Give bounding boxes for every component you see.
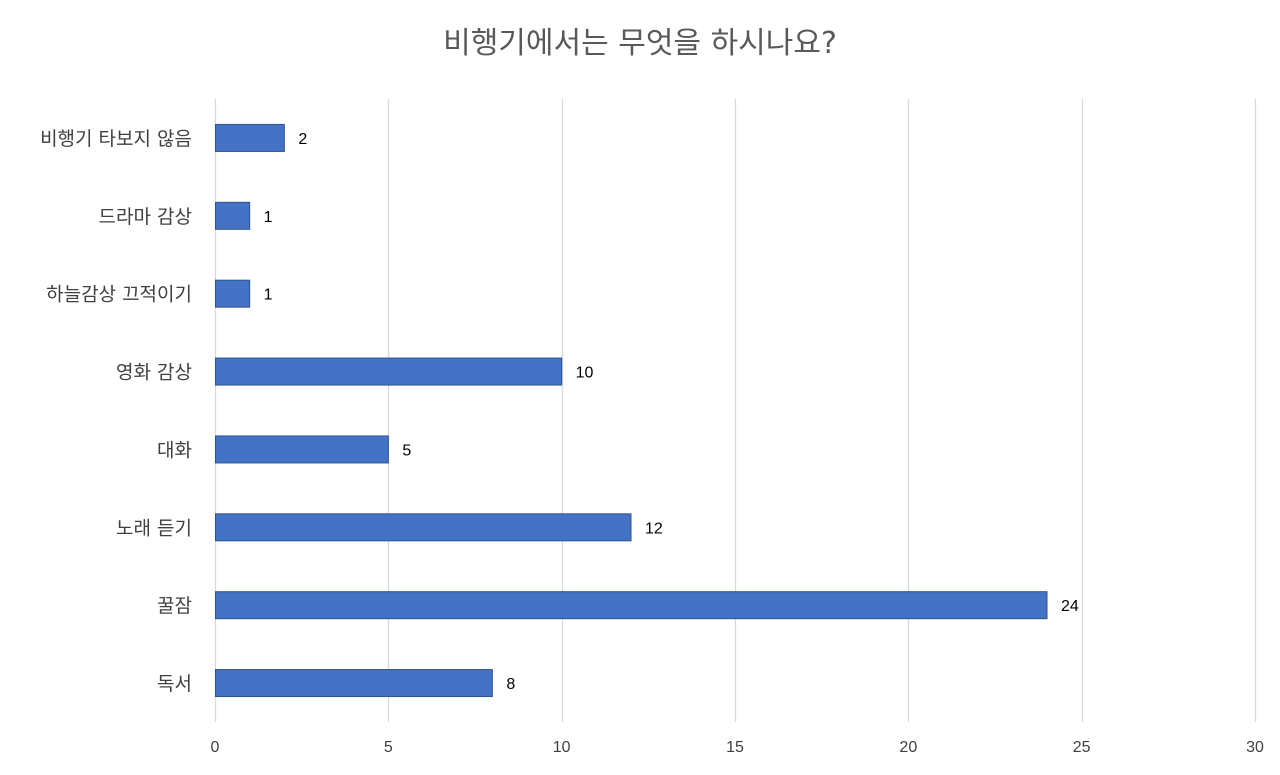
- data-label: 1: [264, 209, 273, 226]
- bar: [215, 591, 1048, 620]
- bar: [215, 357, 563, 386]
- gridlines: [214, 99, 1257, 722]
- chart-title: 비행기에서는 무엇을 하시나요?: [443, 26, 837, 61]
- bars: [215, 123, 1048, 698]
- bar: [215, 669, 493, 698]
- x-tick-label: 10: [553, 739, 571, 756]
- x-tick-label: 0: [211, 739, 220, 756]
- x-tick-label: 5: [384, 739, 393, 756]
- category-label: 노래 듣기: [116, 517, 192, 539]
- data-label: 2: [298, 131, 307, 148]
- category-label: 하늘감상 끄적이기: [46, 284, 192, 306]
- bar: [215, 435, 389, 464]
- data-label: 1: [264, 287, 273, 304]
- data-label: 10: [576, 365, 594, 382]
- category-label: 대화: [157, 439, 192, 461]
- x-tick-label: 15: [726, 739, 744, 756]
- data-label: 24: [1061, 598, 1079, 615]
- bar: [215, 201, 251, 230]
- category-label: 영화 감상: [116, 362, 192, 384]
- category-label: 꿀잠: [157, 595, 192, 617]
- x-tick-label: 20: [899, 739, 917, 756]
- category-label: 비행기 타보지 않음: [40, 128, 192, 150]
- bar: [215, 123, 285, 152]
- data-label: 12: [645, 520, 663, 537]
- bar: [215, 513, 632, 542]
- data-label: 5: [402, 442, 411, 459]
- category-label: 드라마 감상: [99, 206, 192, 228]
- data-label: 8: [506, 676, 515, 693]
- x-tick-label: 30: [1246, 739, 1264, 756]
- category-label: 독서: [157, 673, 192, 695]
- x-tick-label: 25: [1073, 739, 1091, 756]
- bar: [215, 279, 251, 308]
